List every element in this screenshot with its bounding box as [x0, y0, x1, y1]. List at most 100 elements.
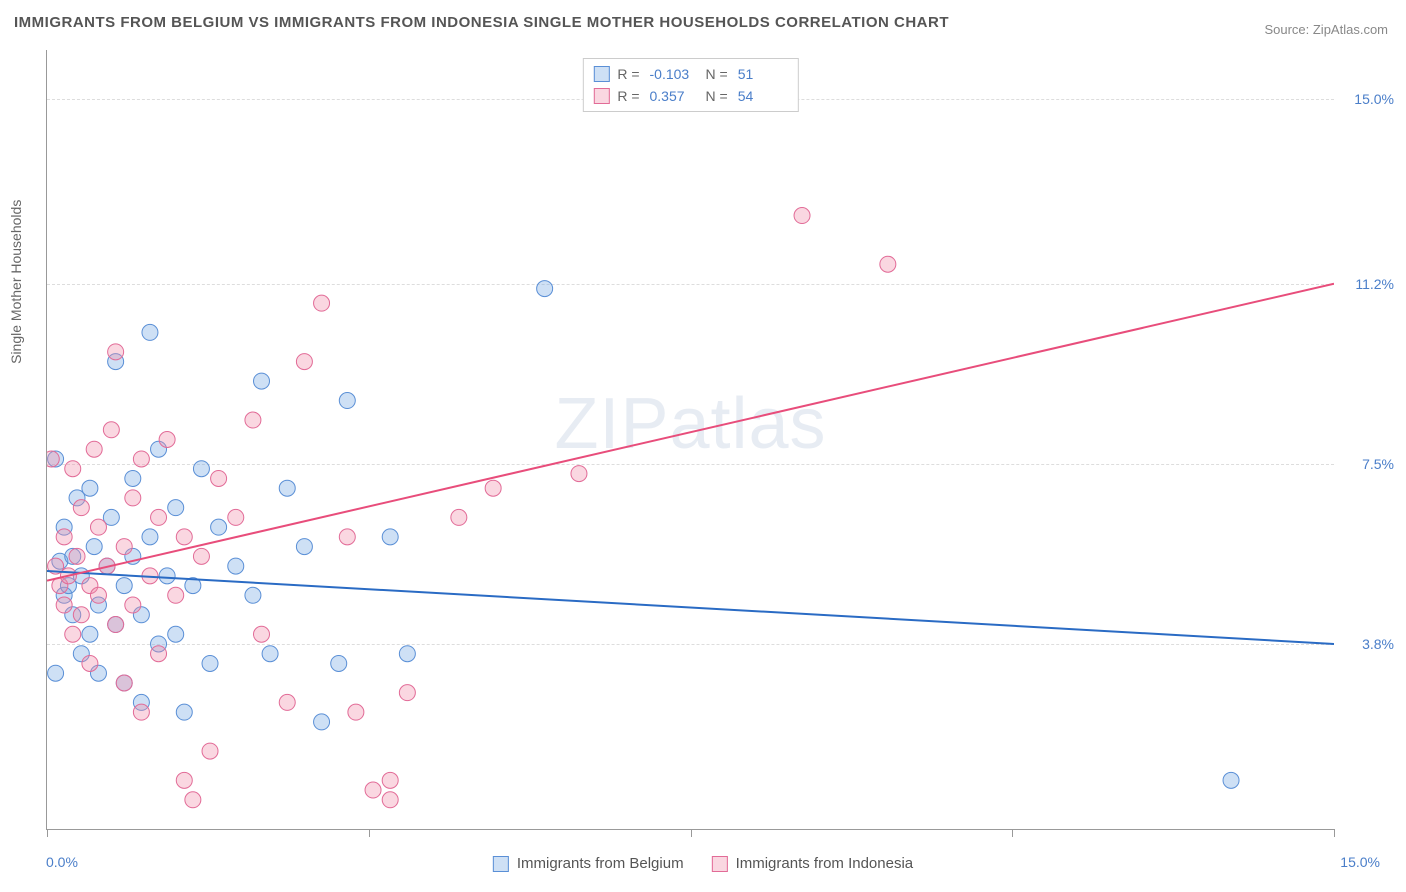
- chart-title: IMMIGRANTS FROM BELGIUM VS IMMIGRANTS FR…: [14, 14, 949, 31]
- scatter-point: [185, 792, 201, 808]
- legend-r-value: -0.103: [650, 63, 700, 85]
- x-axis-max-label: 15.0%: [1340, 854, 1380, 870]
- scatter-point: [571, 466, 587, 482]
- x-tick: [1334, 829, 1335, 837]
- scatter-point: [202, 655, 218, 671]
- scatter-point: [202, 743, 218, 759]
- scatter-point: [399, 646, 415, 662]
- scatter-point: [125, 470, 141, 486]
- y-tick-label: 3.8%: [1362, 636, 1394, 652]
- trend-line: [47, 571, 1334, 644]
- scatter-point: [82, 626, 98, 642]
- x-tick: [369, 829, 370, 837]
- scatter-point: [125, 490, 141, 506]
- scatter-point: [116, 578, 132, 594]
- scatter-point: [314, 295, 330, 311]
- scatter-point: [382, 792, 398, 808]
- scatter-point: [125, 597, 141, 613]
- legend-swatch: [712, 856, 728, 872]
- scatter-point: [116, 539, 132, 555]
- scatter-point: [485, 480, 501, 496]
- legend-swatch: [593, 88, 609, 104]
- scatter-point: [47, 451, 59, 467]
- x-tick: [1012, 829, 1013, 837]
- chart-container: IMMIGRANTS FROM BELGIUM VS IMMIGRANTS FR…: [0, 0, 1406, 892]
- y-tick-label: 11.2%: [1355, 276, 1394, 292]
- legend-bottom-item: Immigrants from Belgium: [493, 855, 684, 872]
- legend-swatch: [493, 856, 509, 872]
- scatter-point: [159, 432, 175, 448]
- chart-svg: [47, 50, 1334, 829]
- plot-area: ZIPatlas R =-0.103N =51R =0.357N =54 3.8…: [46, 50, 1334, 830]
- scatter-point: [159, 568, 175, 584]
- scatter-point: [537, 281, 553, 297]
- scatter-point: [176, 704, 192, 720]
- scatter-point: [151, 646, 167, 662]
- scatter-point: [382, 772, 398, 788]
- scatter-point: [296, 539, 312, 555]
- scatter-point: [168, 500, 184, 516]
- legend-swatch: [593, 66, 609, 82]
- scatter-point: [90, 587, 106, 603]
- scatter-point: [279, 480, 295, 496]
- scatter-point: [451, 509, 467, 525]
- legend-n-label: N =: [706, 85, 728, 107]
- scatter-point: [90, 519, 106, 535]
- scatter-point: [142, 324, 158, 340]
- scatter-point: [82, 655, 98, 671]
- y-tick-label: 15.0%: [1354, 91, 1394, 107]
- scatter-point: [314, 714, 330, 730]
- legend-top-row: R =-0.103N =51: [593, 63, 787, 85]
- legend-bottom-item: Immigrants from Indonesia: [712, 855, 914, 872]
- legend-n-value: 51: [738, 63, 788, 85]
- y-tick-label: 7.5%: [1362, 456, 1394, 472]
- scatter-point: [339, 529, 355, 545]
- scatter-point: [108, 617, 124, 633]
- scatter-point: [211, 470, 227, 486]
- legend-r-value: 0.357: [650, 85, 700, 107]
- x-tick: [691, 829, 692, 837]
- scatter-point: [279, 694, 295, 710]
- scatter-point: [254, 626, 270, 642]
- legend-n-label: N =: [706, 63, 728, 85]
- x-axis-min-label: 0.0%: [46, 854, 78, 870]
- scatter-point: [142, 529, 158, 545]
- legend-n-value: 54: [738, 85, 788, 107]
- scatter-point: [228, 558, 244, 574]
- scatter-point: [133, 704, 149, 720]
- scatter-point: [82, 480, 98, 496]
- scatter-point: [65, 461, 81, 477]
- scatter-point: [86, 539, 102, 555]
- scatter-point: [193, 461, 209, 477]
- scatter-point: [168, 626, 184, 642]
- scatter-point: [103, 422, 119, 438]
- scatter-point: [108, 344, 124, 360]
- source-label: Source: ZipAtlas.com: [1264, 22, 1388, 37]
- scatter-point: [245, 587, 261, 603]
- legend-top-row: R =0.357N =54: [593, 85, 787, 107]
- y-axis-label: Single Mother Households: [8, 200, 24, 364]
- legend-top: R =-0.103N =51R =0.357N =54: [582, 58, 798, 112]
- scatter-point: [116, 675, 132, 691]
- scatter-point: [86, 441, 102, 457]
- scatter-point: [193, 548, 209, 564]
- scatter-point: [339, 393, 355, 409]
- scatter-point: [296, 354, 312, 370]
- x-tick: [47, 829, 48, 837]
- scatter-point: [48, 665, 64, 681]
- scatter-point: [56, 529, 72, 545]
- trend-line: [47, 284, 1334, 581]
- scatter-point: [73, 607, 89, 623]
- scatter-point: [399, 685, 415, 701]
- scatter-point: [168, 587, 184, 603]
- scatter-point: [254, 373, 270, 389]
- legend-series-label: Immigrants from Indonesia: [736, 855, 914, 872]
- scatter-point: [794, 208, 810, 224]
- scatter-point: [211, 519, 227, 535]
- scatter-point: [245, 412, 261, 428]
- scatter-point: [56, 597, 72, 613]
- scatter-point: [151, 509, 167, 525]
- legend-bottom: Immigrants from Belgium Immigrants from I…: [493, 855, 913, 872]
- scatter-point: [880, 256, 896, 272]
- scatter-point: [176, 529, 192, 545]
